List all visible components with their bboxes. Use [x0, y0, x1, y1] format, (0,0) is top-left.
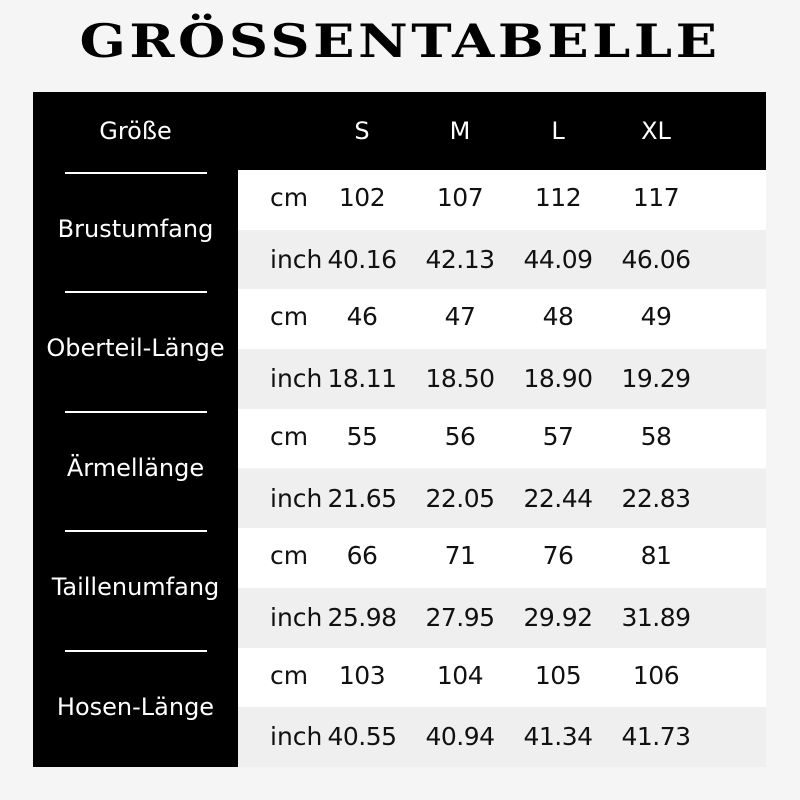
value-cell: 29.92 [523, 602, 593, 632]
measurement-group: Ärmellänge [33, 409, 238, 528]
divider [65, 291, 207, 294]
table-row: inch 40.16 42.13 44.09 46.06 [238, 229, 766, 290]
measurement-label: Oberteil-Länge [46, 334, 225, 363]
header-size-l: L [551, 117, 565, 145]
value-cell: 41.73 [621, 722, 691, 752]
value-cell: 40.55 [327, 722, 397, 752]
value-cell: 42.13 [425, 244, 495, 274]
measurement-group: Taillenumfang [33, 528, 238, 647]
table-row: cm 103 104 105 106 [238, 647, 766, 708]
value-cell: 112 [534, 183, 582, 212]
table-row: cm 46 47 48 49 [238, 289, 766, 350]
unit-label: inch [270, 244, 323, 274]
header-size-m: M [449, 117, 471, 145]
value-cell: 19.29 [621, 364, 691, 394]
header-size-label: Größe [99, 117, 172, 145]
unit-label: cm [270, 660, 309, 690]
measurement-group: Oberteil-Länge [33, 289, 238, 408]
value-cell: 117 [632, 183, 680, 212]
measurement-group: Hosen-Länge [33, 648, 238, 767]
value-cell: 46 [346, 302, 378, 332]
value-cell: 27.95 [425, 602, 495, 632]
measurement-label: Taillenumfang [51, 573, 220, 602]
value-cell: 81 [640, 541, 672, 571]
table-row: inch 21.65 22.05 22.44 22.83 [238, 468, 766, 529]
divider [65, 530, 207, 533]
size-table: Größe S M L XL Brustumfang Oberteil-Länge… [33, 92, 766, 767]
value-cell: 49 [640, 302, 672, 332]
unit-label: cm [270, 541, 309, 571]
divider [65, 172, 207, 174]
value-cell: 22.05 [425, 483, 495, 513]
measurement-label: Ärmellänge [66, 453, 205, 482]
header-size-xl: XL [641, 117, 671, 145]
value-cell: 48 [542, 302, 574, 332]
unit-label: cm [270, 421, 309, 451]
value-cell: 40.16 [327, 244, 397, 274]
value-cell: 44.09 [523, 244, 593, 274]
value-cell: 18.90 [523, 364, 593, 394]
table-row: inch 18.11 18.50 18.90 19.29 [238, 349, 766, 409]
divider [65, 410, 207, 413]
value-cell: 18.50 [425, 364, 495, 394]
table-header: Größe S M L XL [33, 92, 766, 170]
value-cell: 22.44 [523, 483, 593, 513]
divider [65, 649, 207, 652]
value-cell: 107 [436, 183, 484, 212]
value-cell: 106 [632, 660, 680, 690]
header-size-s: S [354, 117, 370, 145]
value-cell: 58 [640, 421, 672, 451]
table-row: inch 25.98 27.95 29.92 31.89 [238, 587, 766, 648]
unit-label: inch [270, 722, 323, 752]
unit-label: inch [270, 483, 323, 513]
page-title: GRÖSSENTABELLE [79, 14, 721, 68]
value-cell: 104 [436, 660, 484, 690]
measurement-label: Hosen-Länge [56, 692, 215, 721]
unit-label: cm [270, 183, 309, 212]
value-cell: 105 [534, 660, 582, 690]
value-cell: 71 [444, 541, 476, 571]
value-cell: 56 [444, 421, 476, 451]
measurement-column: Brustumfang Oberteil-Länge Ärmellänge Taill… [33, 170, 238, 767]
value-cell: 102 [338, 183, 386, 212]
value-cell: 57 [542, 421, 574, 451]
table-row: cm 66 71 76 81 [238, 528, 766, 588]
value-cell: 76 [542, 541, 574, 571]
table-row: cm 55 56 57 58 [238, 408, 766, 469]
unit-label: inch [270, 364, 323, 394]
value-cell: 66 [346, 541, 378, 571]
value-cell: 55 [346, 421, 378, 451]
value-cell: 21.65 [327, 483, 397, 513]
value-cell: 18.11 [327, 364, 397, 394]
value-cell: 22.83 [621, 483, 691, 513]
value-cell: 47 [444, 302, 476, 332]
unit-label: cm [270, 302, 309, 332]
value-cell: 25.98 [327, 602, 397, 632]
value-cell: 40.94 [425, 722, 495, 752]
table-row: inch 40.55 40.94 41.34 41.73 [238, 707, 766, 767]
measurement-label: Brustumfang [57, 215, 214, 243]
unit-label: inch [270, 602, 323, 632]
value-cell: 46.06 [621, 244, 691, 274]
value-cell: 103 [338, 660, 386, 690]
value-cell: 41.34 [523, 722, 593, 752]
table-row: cm 102 107 112 117 [238, 170, 766, 230]
value-cell: 31.89 [621, 602, 691, 632]
measurement-group: Brustumfang [33, 170, 238, 289]
